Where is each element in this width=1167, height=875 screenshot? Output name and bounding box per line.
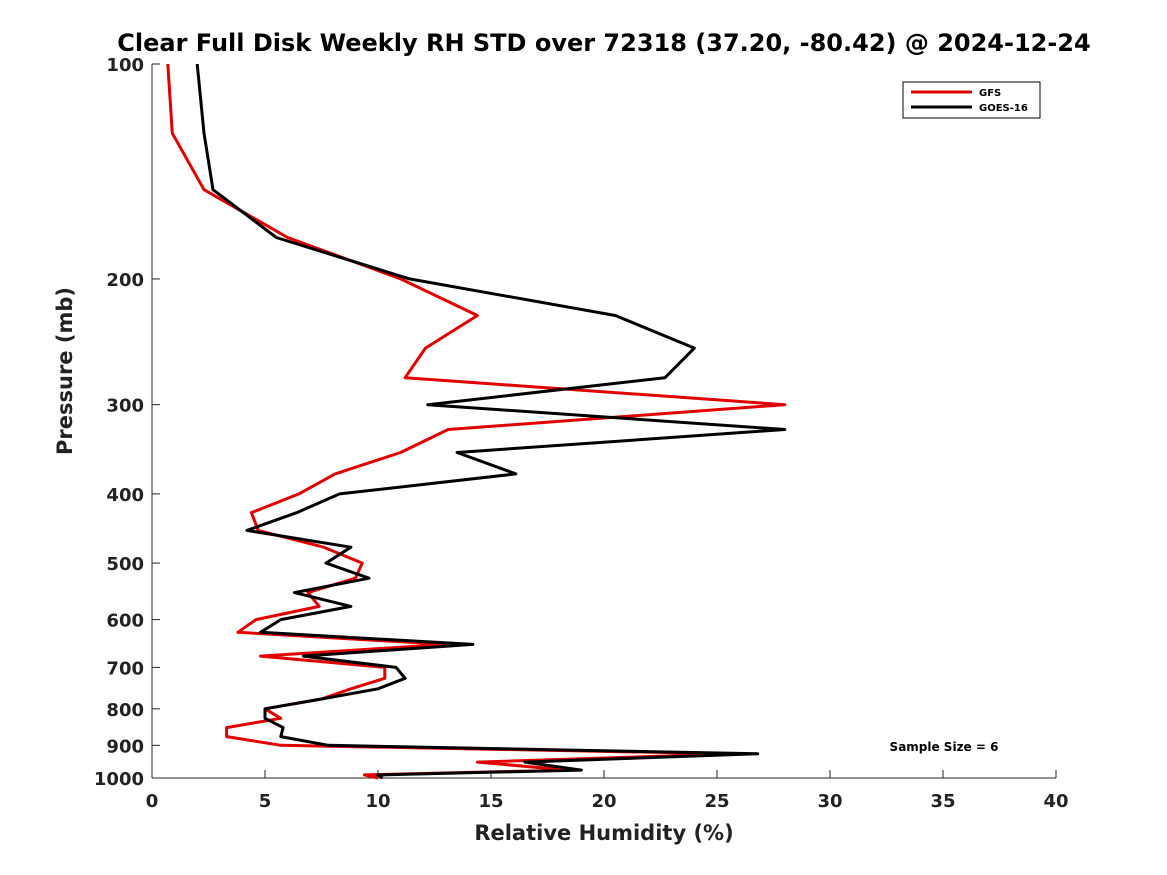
series-layer (166, 63, 787, 780)
y-tick-label: 600 (106, 611, 144, 632)
y-tick-label: 200 (106, 270, 144, 291)
y-tick-label: 400 (106, 485, 144, 506)
x-tick-label: 30 (817, 791, 842, 812)
legend: GFS GOES-16 (902, 81, 1041, 119)
x-tick-label: 40 (1043, 791, 1068, 812)
y-tick-label: 900 (106, 736, 144, 757)
legend-box (902, 81, 1041, 119)
legend-label: GFS (979, 88, 1001, 99)
x-tick-label: 15 (478, 791, 503, 812)
y-tick-label: 700 (106, 658, 144, 679)
y-axis-ticks: 100 200 300 400 500 600 700 800 900 1000 (94, 55, 160, 790)
legend-label: GOES-16 (979, 103, 1028, 114)
y-tick-label: 800 (106, 700, 144, 721)
y-tick-label: 300 (106, 396, 144, 417)
x-tick-label: 25 (704, 791, 729, 812)
y-tick-label: 100 (106, 55, 144, 76)
y-axis-label: Pressure (mb) (53, 287, 77, 455)
x-tick-label: 0 (146, 791, 159, 812)
x-tick-label: 35 (930, 791, 955, 812)
x-tick-label: 10 (365, 791, 390, 812)
series-line-gfs (166, 63, 787, 780)
series-line-goes-16 (195, 63, 787, 780)
y-tick-label: 1000 (94, 769, 144, 790)
chart-title: Clear Full Disk Weekly RH STD over 72318… (117, 29, 1090, 57)
sample-size-annotation: Sample Size = 6 (890, 740, 999, 754)
plot-area (152, 64, 1056, 778)
x-tick-label: 5 (259, 791, 272, 812)
x-axis-label: Relative Humidity (%) (474, 821, 733, 845)
x-axis-ticks: 0 5 10 15 20 25 30 35 40 (146, 770, 1069, 812)
y-tick-label: 500 (106, 554, 144, 575)
x-tick-label: 20 (591, 791, 616, 812)
